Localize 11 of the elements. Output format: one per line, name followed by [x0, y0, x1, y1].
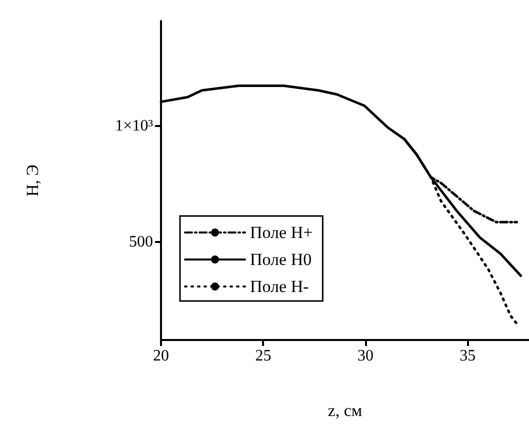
y-axis-title: H, Э — [23, 164, 42, 196]
x-tick-label: 30 — [357, 348, 374, 364]
legend-label: Поле H+ — [250, 223, 313, 242]
y-tick-label: 500 — [129, 234, 153, 251]
x-tick-label: 25 — [255, 348, 272, 364]
x-axis-title: z, см — [328, 401, 362, 420]
x-tick-label: 35 — [460, 348, 476, 364]
x-tick-label: 20 — [153, 348, 169, 364]
y-tick-label: 1×10³ — [115, 117, 154, 134]
legend-label: Поле H0 — [250, 250, 312, 269]
legend-label: Поле H- — [250, 277, 310, 296]
